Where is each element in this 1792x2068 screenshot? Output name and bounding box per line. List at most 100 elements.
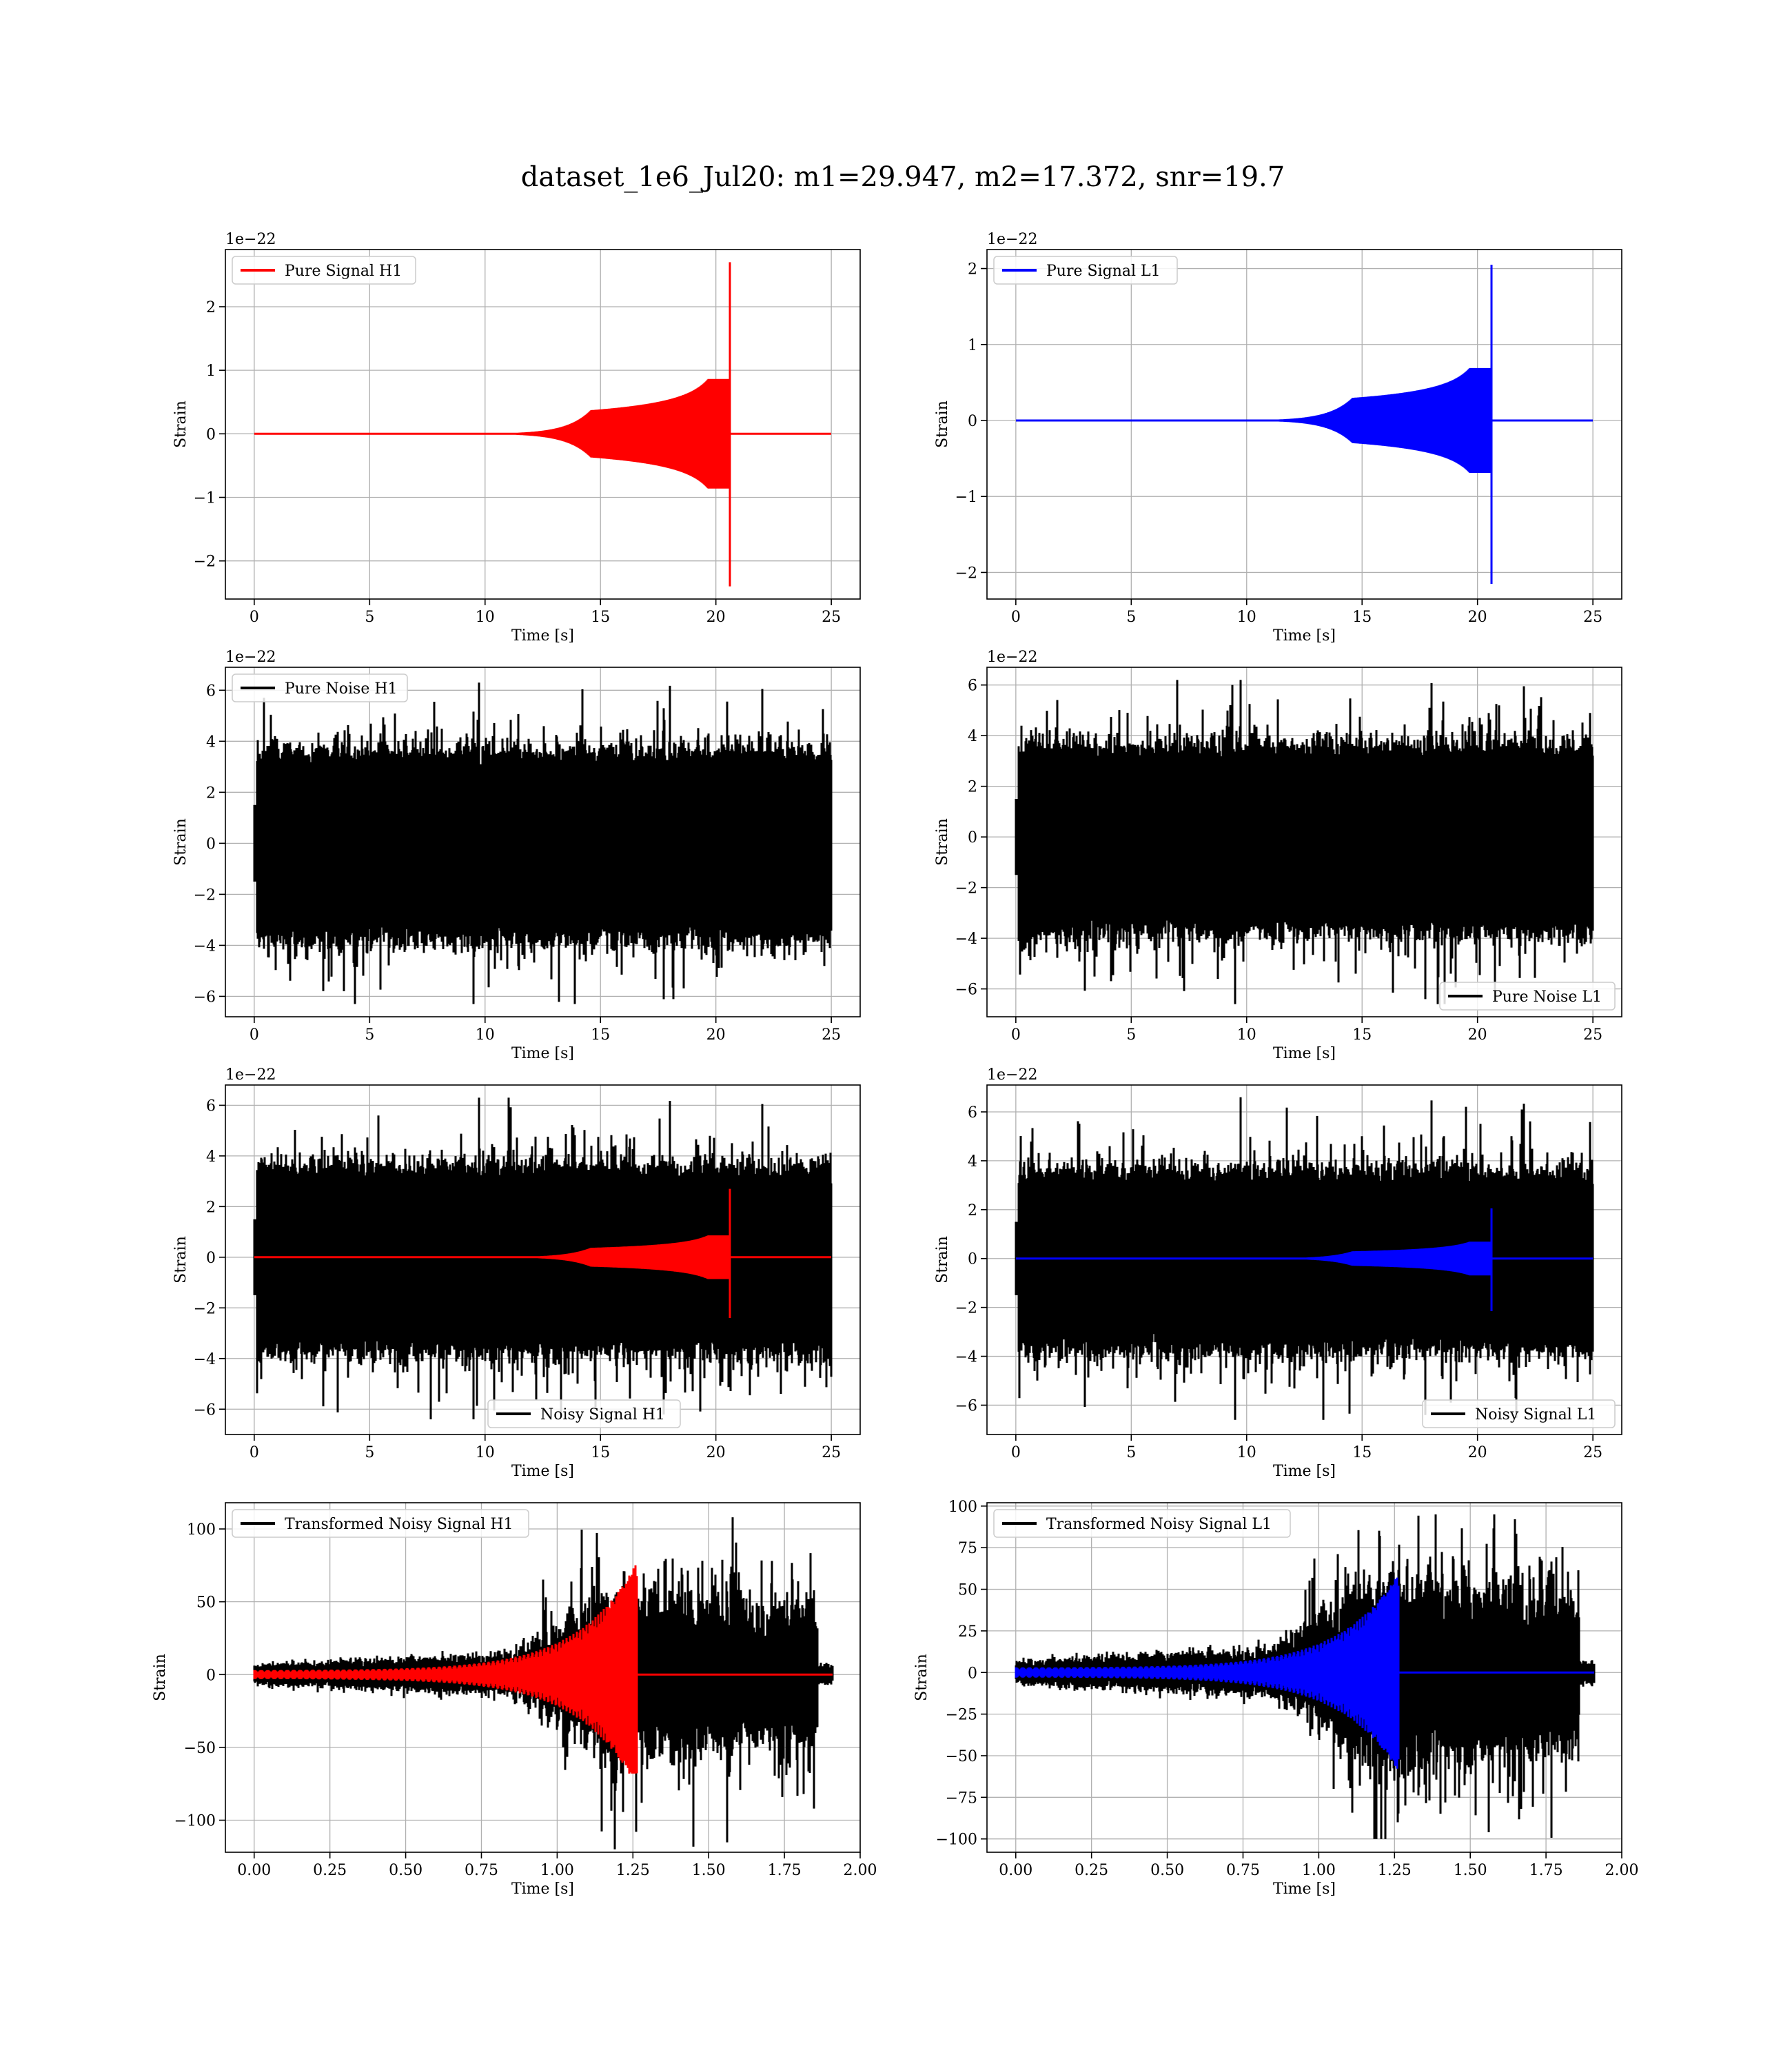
chart-panel-row3-right: 0 5 10 15 20 25 −6 −4 −2 0 2 4 6 Time [s] Strain 1e−22 N… <box>934 1066 1622 1480</box>
x-tick-label: 10 <box>476 1026 495 1044</box>
x-tick-label: 5 <box>365 1026 374 1044</box>
x-tick-label: 20 <box>706 1026 726 1044</box>
plot-area <box>253 682 833 1004</box>
figure-title: dataset_1e6_Jul20: m1=29.947, m2=17.372,… <box>521 161 1285 193</box>
y-tick-label: 4 <box>206 733 216 751</box>
x-tick-label: 1.25 <box>1378 1862 1412 1879</box>
axis-offset-text: 1e−22 <box>987 1066 1037 1084</box>
series-line-pure-noise-l1 <box>1015 680 1594 1004</box>
x-tick-label: 0.25 <box>1075 1862 1108 1879</box>
chart-panel-row4-right: 0.00 0.25 0.50 0.75 1.00 1.25 1.50 1.75 2.00 −100… <box>913 1499 1638 1898</box>
axes-frame <box>225 667 861 1017</box>
x-tick-label: 1.00 <box>1302 1862 1336 1879</box>
x-axis-label: Time [s] <box>511 1045 574 1062</box>
legend: Transformed Noisy Signal L1 <box>993 1509 1291 1538</box>
y-tick-label: −2 <box>955 565 977 582</box>
legend-box <box>993 1509 1291 1538</box>
x-tick-label: 1.75 <box>1529 1862 1563 1879</box>
x-axis-label: Time [s] <box>1273 1045 1336 1062</box>
axes-frame <box>986 1502 1622 1853</box>
y-tick-label: 1 <box>968 337 977 354</box>
x-tick-label: 0 <box>250 1026 259 1044</box>
x-axis-label: Time [s] <box>1273 627 1336 645</box>
axis-offset-text: 1e−22 <box>225 649 276 666</box>
x-tick-label: 5 <box>1126 1026 1136 1044</box>
y-tick-label: −2 <box>955 880 977 898</box>
y-tick-label: 100 <box>948 1499 977 1516</box>
legend-box <box>487 1399 681 1428</box>
y-tick-label: 2 <box>206 299 216 316</box>
x-tick-label: 25 <box>822 1026 841 1044</box>
x-tick-label: 0.50 <box>389 1862 422 1879</box>
y-tick-label: 50 <box>196 1594 216 1612</box>
y-tick-label: −6 <box>194 989 216 1006</box>
y-tick-label: 2 <box>968 261 977 278</box>
axes-frame <box>225 1084 861 1435</box>
legend: Noisy Signal H1 <box>487 1399 681 1428</box>
y-tick-label: 6 <box>968 678 977 695</box>
y-tick-label: −2 <box>194 886 216 904</box>
y-axis-label: Strain <box>172 401 190 448</box>
y-tick-label: −4 <box>955 1349 977 1366</box>
legend: Pure Noise H1 <box>232 673 408 702</box>
x-tick-label: 15 <box>1352 1026 1372 1044</box>
y-tick-label: −50 <box>184 1740 216 1757</box>
y-tick-label: −25 <box>946 1707 977 1724</box>
y-tick-label: 25 <box>958 1623 977 1641</box>
y-tick-label: 0 <box>968 413 977 430</box>
y-axis-label: Strain <box>934 401 951 448</box>
axes-frame <box>986 1084 1622 1435</box>
x-tick-label: 1.00 <box>540 1862 574 1879</box>
y-axis-label: Strain <box>934 1236 951 1284</box>
x-tick-label: 10 <box>476 1444 495 1461</box>
x-tick-label: 0 <box>250 609 259 626</box>
x-tick-label: 0 <box>1011 1444 1021 1461</box>
axes-frame <box>986 249 1622 600</box>
chart-panel-row2-left: 0 5 10 15 20 25 −6 −4 −2 0 2 4 6 Time [s] Strain 1e−22 P… <box>172 649 861 1062</box>
legend: Transformed Noisy Signal H1 <box>232 1509 529 1538</box>
x-tick-label: 0.25 <box>313 1862 347 1879</box>
y-tick-label: 4 <box>968 1153 977 1170</box>
x-tick-label: 20 <box>1468 1026 1487 1044</box>
x-tick-label: 15 <box>1352 609 1372 626</box>
y-tick-label: 0 <box>206 835 216 853</box>
y-tick-label: 100 <box>187 1521 216 1539</box>
chart-panel-row4-left: 0.00 0.25 0.50 0.75 1.00 1.25 1.50 1.75 2.00 −100… <box>152 1502 877 1898</box>
y-axis-label: Strain <box>913 1654 930 1701</box>
x-tick-label: 1.75 <box>768 1862 802 1879</box>
y-tick-label: 0 <box>968 829 977 847</box>
legend-label: Transformed Noisy Signal H1 <box>285 1516 513 1533</box>
legend-box <box>232 1509 529 1538</box>
legend-label: Pure Noise L1 <box>1492 989 1602 1006</box>
legend-box <box>993 256 1178 285</box>
x-axis-label: Time [s] <box>1273 1463 1336 1480</box>
x-tick-label: 0 <box>250 1444 259 1461</box>
x-tick-label: 10 <box>1237 609 1256 626</box>
y-tick-label: −75 <box>946 1790 977 1807</box>
x-tick-label: 0.00 <box>999 1862 1032 1879</box>
x-tick-label: 25 <box>822 609 841 626</box>
y-tick-label: −6 <box>194 1401 216 1419</box>
axes-frame <box>225 1502 861 1853</box>
legend-label: Pure Signal L1 <box>1046 263 1161 280</box>
axes-frame <box>986 667 1622 1017</box>
y-tick-label: −1 <box>194 490 216 507</box>
series-line-overlay-1 <box>254 1188 831 1318</box>
y-tick-label: 1 <box>206 363 216 380</box>
plot-area <box>254 262 831 587</box>
y-tick-label: −2 <box>955 1300 977 1317</box>
series-line-overlay-1 <box>1015 1577 1594 1769</box>
y-tick-label: −4 <box>194 937 216 955</box>
y-tick-label: 4 <box>206 1148 216 1166</box>
plot-area <box>1016 265 1593 584</box>
x-tick-label: 2.00 <box>1605 1862 1639 1879</box>
series-line-overlay-1 <box>1016 1208 1593 1311</box>
legend: Pure Signal L1 <box>993 256 1178 285</box>
y-tick-label: 2 <box>968 1202 977 1219</box>
series-line-pure-noise-h1 <box>253 682 833 1004</box>
axis-offset-text: 1e−22 <box>225 231 276 248</box>
legend-label: Noisy Signal H1 <box>540 1406 665 1423</box>
x-tick-label: 20 <box>706 609 726 626</box>
